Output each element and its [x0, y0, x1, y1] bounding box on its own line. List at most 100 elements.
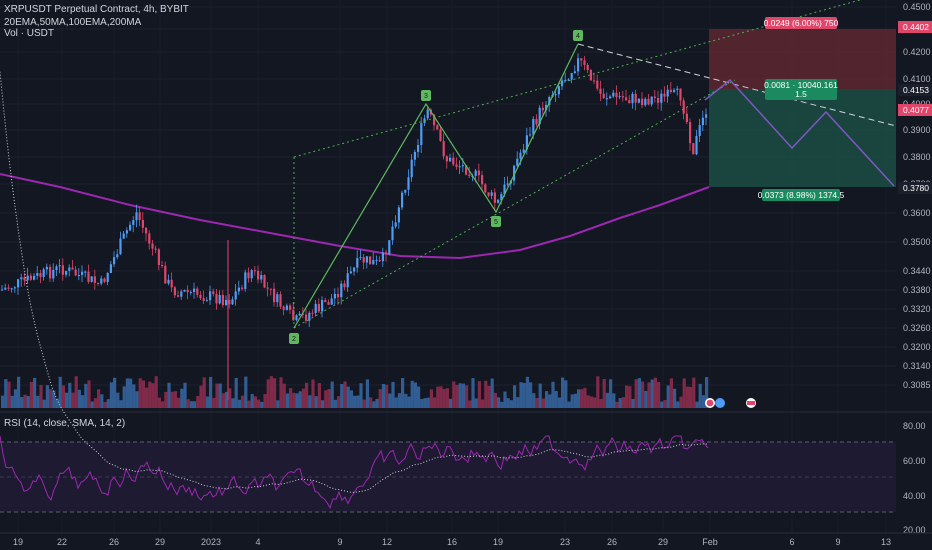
volume-bar [436, 386, 440, 408]
candle-body [42, 269, 45, 277]
candle-body [426, 109, 429, 119]
candle-body [493, 192, 496, 203]
candle-body [141, 219, 144, 228]
candle-body [279, 294, 282, 307]
volume-bar [189, 401, 193, 408]
volume-bar [356, 395, 360, 408]
volume-bar [477, 381, 481, 408]
volume-legend[interactable]: Vol · USDT [4, 28, 55, 39]
price-tick: 0.3800 [903, 152, 931, 162]
volume-bar [157, 397, 161, 408]
price-tick: 0.3260 [903, 323, 931, 333]
volume-bar [481, 399, 485, 408]
volume-series [1, 376, 709, 408]
candle-body [247, 272, 250, 279]
volume-bar [487, 385, 491, 408]
take-profit-zone [709, 89, 896, 187]
volume-bar [55, 398, 59, 408]
time-tick: 4 [255, 537, 260, 547]
candle-body [695, 135, 698, 155]
candle-body [557, 86, 560, 95]
volume-bar [509, 400, 513, 408]
volume-bar [372, 401, 376, 408]
volume-bar [314, 396, 318, 408]
candle-body [685, 113, 688, 123]
volume-bar [29, 381, 33, 408]
rsi-legend[interactable]: RSI (14, close, SMA, 14, 2) [4, 418, 126, 429]
candle-body [449, 157, 452, 162]
candle-body [129, 224, 132, 231]
volume-bar [93, 398, 97, 408]
candle-body [1, 289, 4, 291]
candle-body [593, 80, 596, 82]
volume-bar [429, 389, 433, 408]
volume-bar [173, 391, 177, 408]
svg-text:4: 4 [576, 33, 580, 40]
volume-bar [369, 397, 373, 408]
ma-legend[interactable]: 20EMA,50MA,100EMA,200MA [4, 17, 142, 28]
candle-body [554, 94, 557, 96]
volume-bar [212, 397, 216, 408]
candle-body [522, 149, 525, 153]
candle-body [497, 199, 500, 203]
candle-body [516, 158, 519, 166]
volume-bar [410, 380, 414, 408]
volume-bar [596, 376, 600, 408]
volume-bar [449, 398, 453, 408]
volume-bar [397, 393, 401, 408]
volume-bar [247, 400, 251, 408]
candle-body [132, 220, 135, 225]
volume-bar [554, 391, 558, 408]
candle-body [573, 71, 576, 74]
candle-body [186, 289, 189, 293]
volume-bar [666, 385, 670, 408]
candle-body [45, 266, 48, 270]
volume-bar [362, 399, 366, 408]
target-zone [709, 29, 896, 187]
volume-bar [353, 395, 357, 408]
candle-body [340, 283, 343, 298]
svg-text:2: 2 [292, 336, 296, 343]
volume-bar [580, 389, 584, 408]
volume-bar [253, 396, 257, 408]
volume-bar [561, 377, 565, 408]
price-tag-entry: 0.4077 [898, 104, 932, 116]
candle-body [369, 256, 372, 265]
volume-bar [417, 386, 421, 408]
price-tag-current: 0.4153 [898, 84, 932, 96]
candle-body [484, 184, 487, 193]
flag-icon[interactable] [705, 398, 715, 408]
time-tick: 19 [13, 537, 23, 547]
candle-body [301, 313, 304, 315]
candle-body [97, 282, 100, 284]
price-tick: 0.3500 [903, 237, 931, 247]
us-flag-icon[interactable] [746, 398, 756, 408]
symbol-legend[interactable]: XRPUSDT Perpetual Contract, 4h, BYBIT [4, 4, 189, 15]
candle-body [701, 117, 704, 126]
volume-bar [577, 389, 581, 408]
volume-bar [497, 397, 501, 408]
candle-body [260, 275, 263, 280]
candle-body [289, 305, 292, 310]
volume-bar [682, 378, 686, 408]
candle-body [308, 312, 311, 321]
volume-bar [513, 385, 517, 408]
volume-bar [285, 393, 289, 408]
volume-bar [17, 376, 21, 408]
time-tick: 22 [57, 537, 67, 547]
earnings-icon[interactable] [715, 398, 725, 408]
candle-body [529, 134, 532, 136]
volume-bar [100, 394, 104, 408]
candle-body [36, 273, 39, 276]
volume-bar [129, 378, 133, 408]
candle-body [458, 166, 461, 168]
candle-body [39, 273, 42, 277]
volume-bar [673, 388, 677, 408]
volume-bar [445, 388, 449, 408]
volume-bar [689, 386, 693, 408]
volume-bar [631, 398, 635, 408]
volume-bar [74, 376, 78, 408]
volume-bar [122, 386, 126, 408]
volume-bar [465, 385, 469, 408]
volume-bar [68, 382, 72, 408]
